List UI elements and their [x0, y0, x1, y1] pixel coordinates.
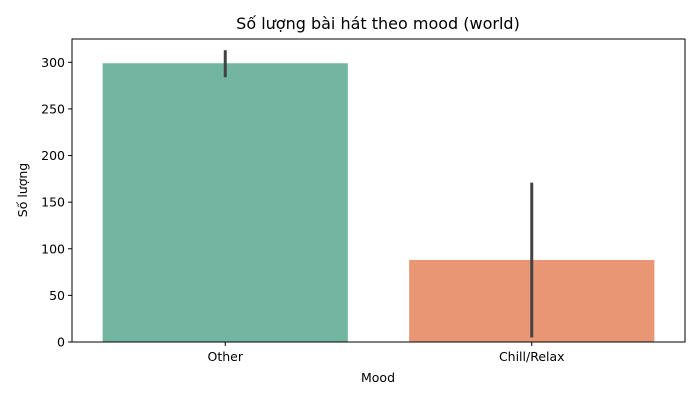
x-tick-label: Chill/Relax: [499, 349, 565, 364]
y-tick-label: 100: [41, 241, 65, 256]
plot-frame: [71, 38, 686, 343]
bar-other: [102, 63, 348, 343]
plot-area: Other Chill/Relax 0 50 100 150 200 250 300: [41, 38, 686, 364]
y-tick-label: 250: [41, 101, 65, 116]
x-tick-label: Other: [208, 349, 244, 364]
y-tick-label: 300: [41, 55, 65, 70]
y-axis-label: Số lượng: [15, 163, 30, 217]
y-tick-label: 150: [41, 195, 65, 210]
y-tick-label: 0: [57, 335, 65, 350]
y-tick-label: 50: [49, 288, 65, 303]
y-tick-label: 200: [41, 148, 65, 163]
x-axis-label: Mood: [361, 370, 395, 385]
chart-title: Số lượng bài hát theo mood (world): [236, 14, 520, 33]
